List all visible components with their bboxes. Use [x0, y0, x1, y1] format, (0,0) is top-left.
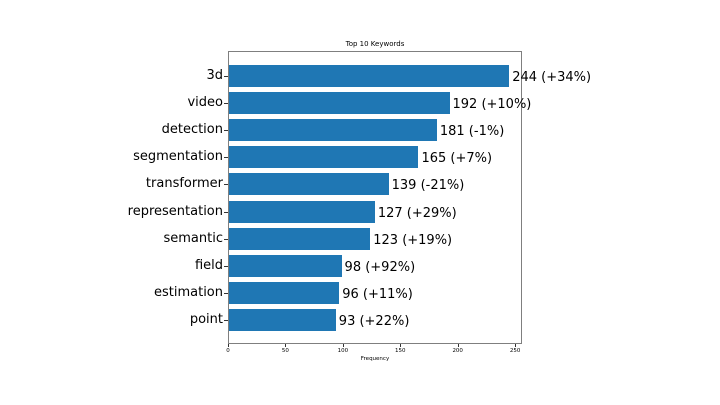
y-tick-mark	[224, 319, 228, 321]
x-axis-label: Frequency	[360, 356, 390, 362]
x-tick-label: 0	[226, 348, 230, 354]
bar-value-label: 96 (+11%)	[342, 286, 413, 302]
bar-field	[229, 254, 342, 277]
chart-title: Top 10 Keywords	[345, 40, 405, 48]
bar-value-label: 165 (+7%)	[421, 151, 493, 167]
bar-3d	[229, 65, 510, 87]
x-tick-label: 250	[509, 348, 521, 354]
x-tick-label: 200	[452, 348, 463, 354]
y-tick-label: detection	[161, 122, 223, 138]
y-tick-mark	[224, 238, 228, 240]
y-tick-label: semantic	[163, 230, 224, 246]
y-tick-mark	[224, 211, 228, 213]
bar-value-label: 93 (+22%)	[338, 313, 410, 329]
bar-point	[229, 308, 336, 331]
x-tick-mark	[457, 344, 459, 347]
bar-representation	[229, 200, 375, 223]
bar-segmentation	[229, 146, 419, 169]
y-tick-mark	[224, 184, 228, 186]
bar-detection	[229, 119, 437, 142]
bar-value-label: 127 (+29%)	[377, 205, 457, 221]
bar-estimation	[229, 281, 340, 304]
y-tick-label: 3d	[206, 68, 223, 83]
bar-transformer	[229, 173, 389, 196]
x-tick-mark	[515, 344, 517, 347]
x-tick-mark	[285, 344, 287, 347]
y-tick-mark	[224, 130, 228, 132]
x-tick-mark	[228, 344, 229, 347]
bar-value-label: 181 (-1%)	[439, 124, 505, 140]
bar-value-label: 98 (+92%)	[344, 259, 416, 275]
bar-semantic	[229, 227, 371, 250]
y-tick-mark	[224, 76, 228, 77]
y-tick-label: point	[189, 311, 223, 327]
y-tick-mark	[224, 265, 228, 267]
bar-value-label: 139 (-21%)	[391, 178, 465, 194]
x-tick-mark	[342, 344, 344, 347]
bar-value-label: 123 (+19%)	[373, 232, 453, 248]
y-tick-label: estimation	[153, 284, 223, 300]
y-tick-label: transformer	[145, 176, 223, 192]
y-tick-mark	[224, 103, 228, 105]
y-tick-label: video	[187, 95, 223, 111]
y-tick-mark	[224, 157, 228, 159]
y-tick-label: segmentation	[133, 149, 223, 165]
x-tick-label: 150	[395, 348, 406, 354]
bar-value-label: 244 (+34%)	[512, 70, 592, 85]
bar-video	[229, 92, 450, 115]
x-tick-label: 100	[337, 348, 349, 354]
bar-value-label: 192 (+10%)	[452, 97, 532, 113]
plot-area	[228, 51, 522, 344]
x-tick-label: 50	[281, 348, 289, 354]
y-tick-mark	[224, 292, 228, 294]
y-tick-label: representation	[127, 203, 223, 219]
y-tick-label: field	[194, 257, 223, 273]
x-tick-mark	[400, 344, 402, 347]
